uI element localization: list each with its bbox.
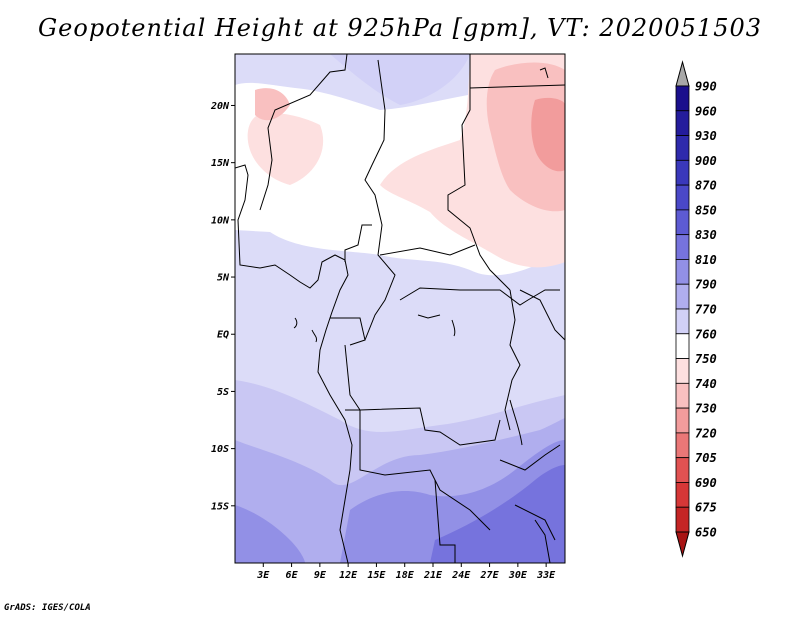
lake-tanganyika	[509, 399, 523, 446]
lon-label: 12E	[339, 570, 358, 581]
colorbar-segment	[675, 333, 690, 359]
colorbar-label: 870	[695, 179, 717, 193]
lon-label: 3E	[256, 570, 270, 581]
longitude-axis: 3E 6E 9E 12E 15E 18E 21E 24E 27E 30E 33E	[256, 563, 556, 581]
colorbar-segment	[675, 358, 690, 384]
colorbar-bottom-arrow	[675, 531, 690, 558]
lat-label: 15S	[211, 501, 229, 512]
river-detail-1	[417, 314, 441, 319]
coast-detail-2	[293, 317, 298, 329]
height-field	[235, 54, 565, 563]
lat-label: 10N	[211, 215, 230, 226]
border-mozambique	[534, 519, 551, 563]
field-pink-730	[531, 97, 565, 172]
lon-label: 30E	[508, 570, 528, 581]
colorbar-label: 730	[695, 402, 717, 416]
colorbar-segment	[675, 234, 690, 260]
colorbar-label: 675	[695, 501, 717, 515]
lat-label: 5N	[217, 273, 230, 284]
border-namibia	[434, 479, 456, 563]
colorbar-segment	[675, 135, 690, 161]
colorbar-segment	[675, 432, 690, 459]
field-pink-750-west	[247, 113, 324, 185]
colorbar-segment	[675, 110, 690, 136]
colorbar-segment	[675, 283, 690, 310]
border-kenya	[519, 289, 565, 341]
colorbar-segment	[675, 308, 690, 335]
border-cameroon	[344, 224, 372, 262]
lat-label: 15N	[211, 158, 230, 169]
lon-label: 9E	[314, 570, 327, 581]
field-purple-830-west	[235, 505, 305, 563]
border-car-north	[379, 244, 476, 256]
lat-label: 20N	[210, 101, 230, 112]
lon-label: 6E	[286, 570, 299, 581]
colorbar-segment	[675, 184, 690, 211]
colorbar-label: 760	[695, 327, 717, 341]
lon-label: 15E	[367, 570, 386, 581]
border-congo	[344, 344, 361, 411]
colorbar-segment	[675, 259, 690, 285]
colorbar-label: 810	[695, 253, 717, 267]
colorbar-label: 650	[695, 526, 717, 540]
colorbar-segment	[675, 482, 690, 508]
lon-label: 18E	[396, 570, 415, 581]
latitude-axis: 20N 15N 10N 5N EQ 5S 10S 15S	[210, 101, 235, 512]
lon-label: 21E	[423, 570, 443, 581]
colorbar-label: 705	[695, 451, 717, 465]
colorbar-label: 990	[695, 80, 717, 94]
colorbar-segment	[675, 85, 690, 112]
colorbar-label: 900	[695, 154, 717, 168]
coast-detail-1	[311, 329, 317, 343]
colorbar-segment	[675, 159, 690, 186]
border-zimbabwe	[514, 504, 556, 541]
lon-label: 24E	[451, 570, 471, 581]
border-angola-drc	[359, 407, 501, 446]
border-zambia-tz	[499, 444, 561, 471]
lat-label: 10S	[211, 444, 229, 455]
colorbar-segment	[675, 457, 690, 483]
colorbar-label: 720	[695, 426, 717, 440]
border-egypt	[469, 84, 565, 89]
map-frame	[234, 53, 566, 564]
border-west-1	[259, 54, 348, 211]
colorbar-label: 690	[695, 476, 717, 490]
colorbar-segment	[675, 382, 690, 409]
colorbar: 990 960 930 900 870 850 830 810 790 770 760 750 740 7…	[675, 60, 717, 558]
colorbar-label: 750	[695, 352, 717, 366]
border-chad-sudan	[447, 54, 511, 291]
colorbar-segment	[675, 407, 690, 434]
lon-label: 33E	[536, 570, 556, 581]
border-drc-north	[399, 287, 560, 306]
political-borders	[235, 54, 565, 563]
colorbar-label: 790	[695, 278, 717, 292]
lat-label: 5S	[217, 387, 229, 398]
lon-label: 27E	[480, 570, 500, 581]
lat-label: EQ	[217, 330, 229, 341]
colorbar-label: 850	[695, 203, 717, 217]
red-sea-coast	[539, 67, 549, 79]
border-drc-east	[504, 289, 521, 431]
colorbar-label: 830	[695, 228, 717, 242]
river-detail-2	[451, 319, 456, 337]
colorbar-segment	[675, 209, 690, 236]
field-lavender-770-north	[330, 54, 470, 105]
field-purple-850	[430, 465, 565, 563]
border-angola-zambia	[359, 410, 491, 531]
map-title: Geopotential Height at 925hPa [gpm], VT:…	[38, 14, 762, 42]
credit-text: GrADS: IGES/COLA	[4, 603, 91, 613]
colorbar-label: 770	[695, 303, 717, 317]
field-pink-740-west	[255, 88, 290, 121]
border-gabon	[330, 317, 366, 346]
colorbar-label: 930	[695, 129, 717, 143]
colorbar-label: 740	[695, 377, 717, 391]
colorbar-label: 960	[695, 104, 717, 118]
west-coastline	[235, 164, 353, 563]
border-central	[364, 59, 396, 341]
colorbar-segment	[675, 506, 690, 533]
colorbar-top-arrow	[675, 60, 690, 87]
